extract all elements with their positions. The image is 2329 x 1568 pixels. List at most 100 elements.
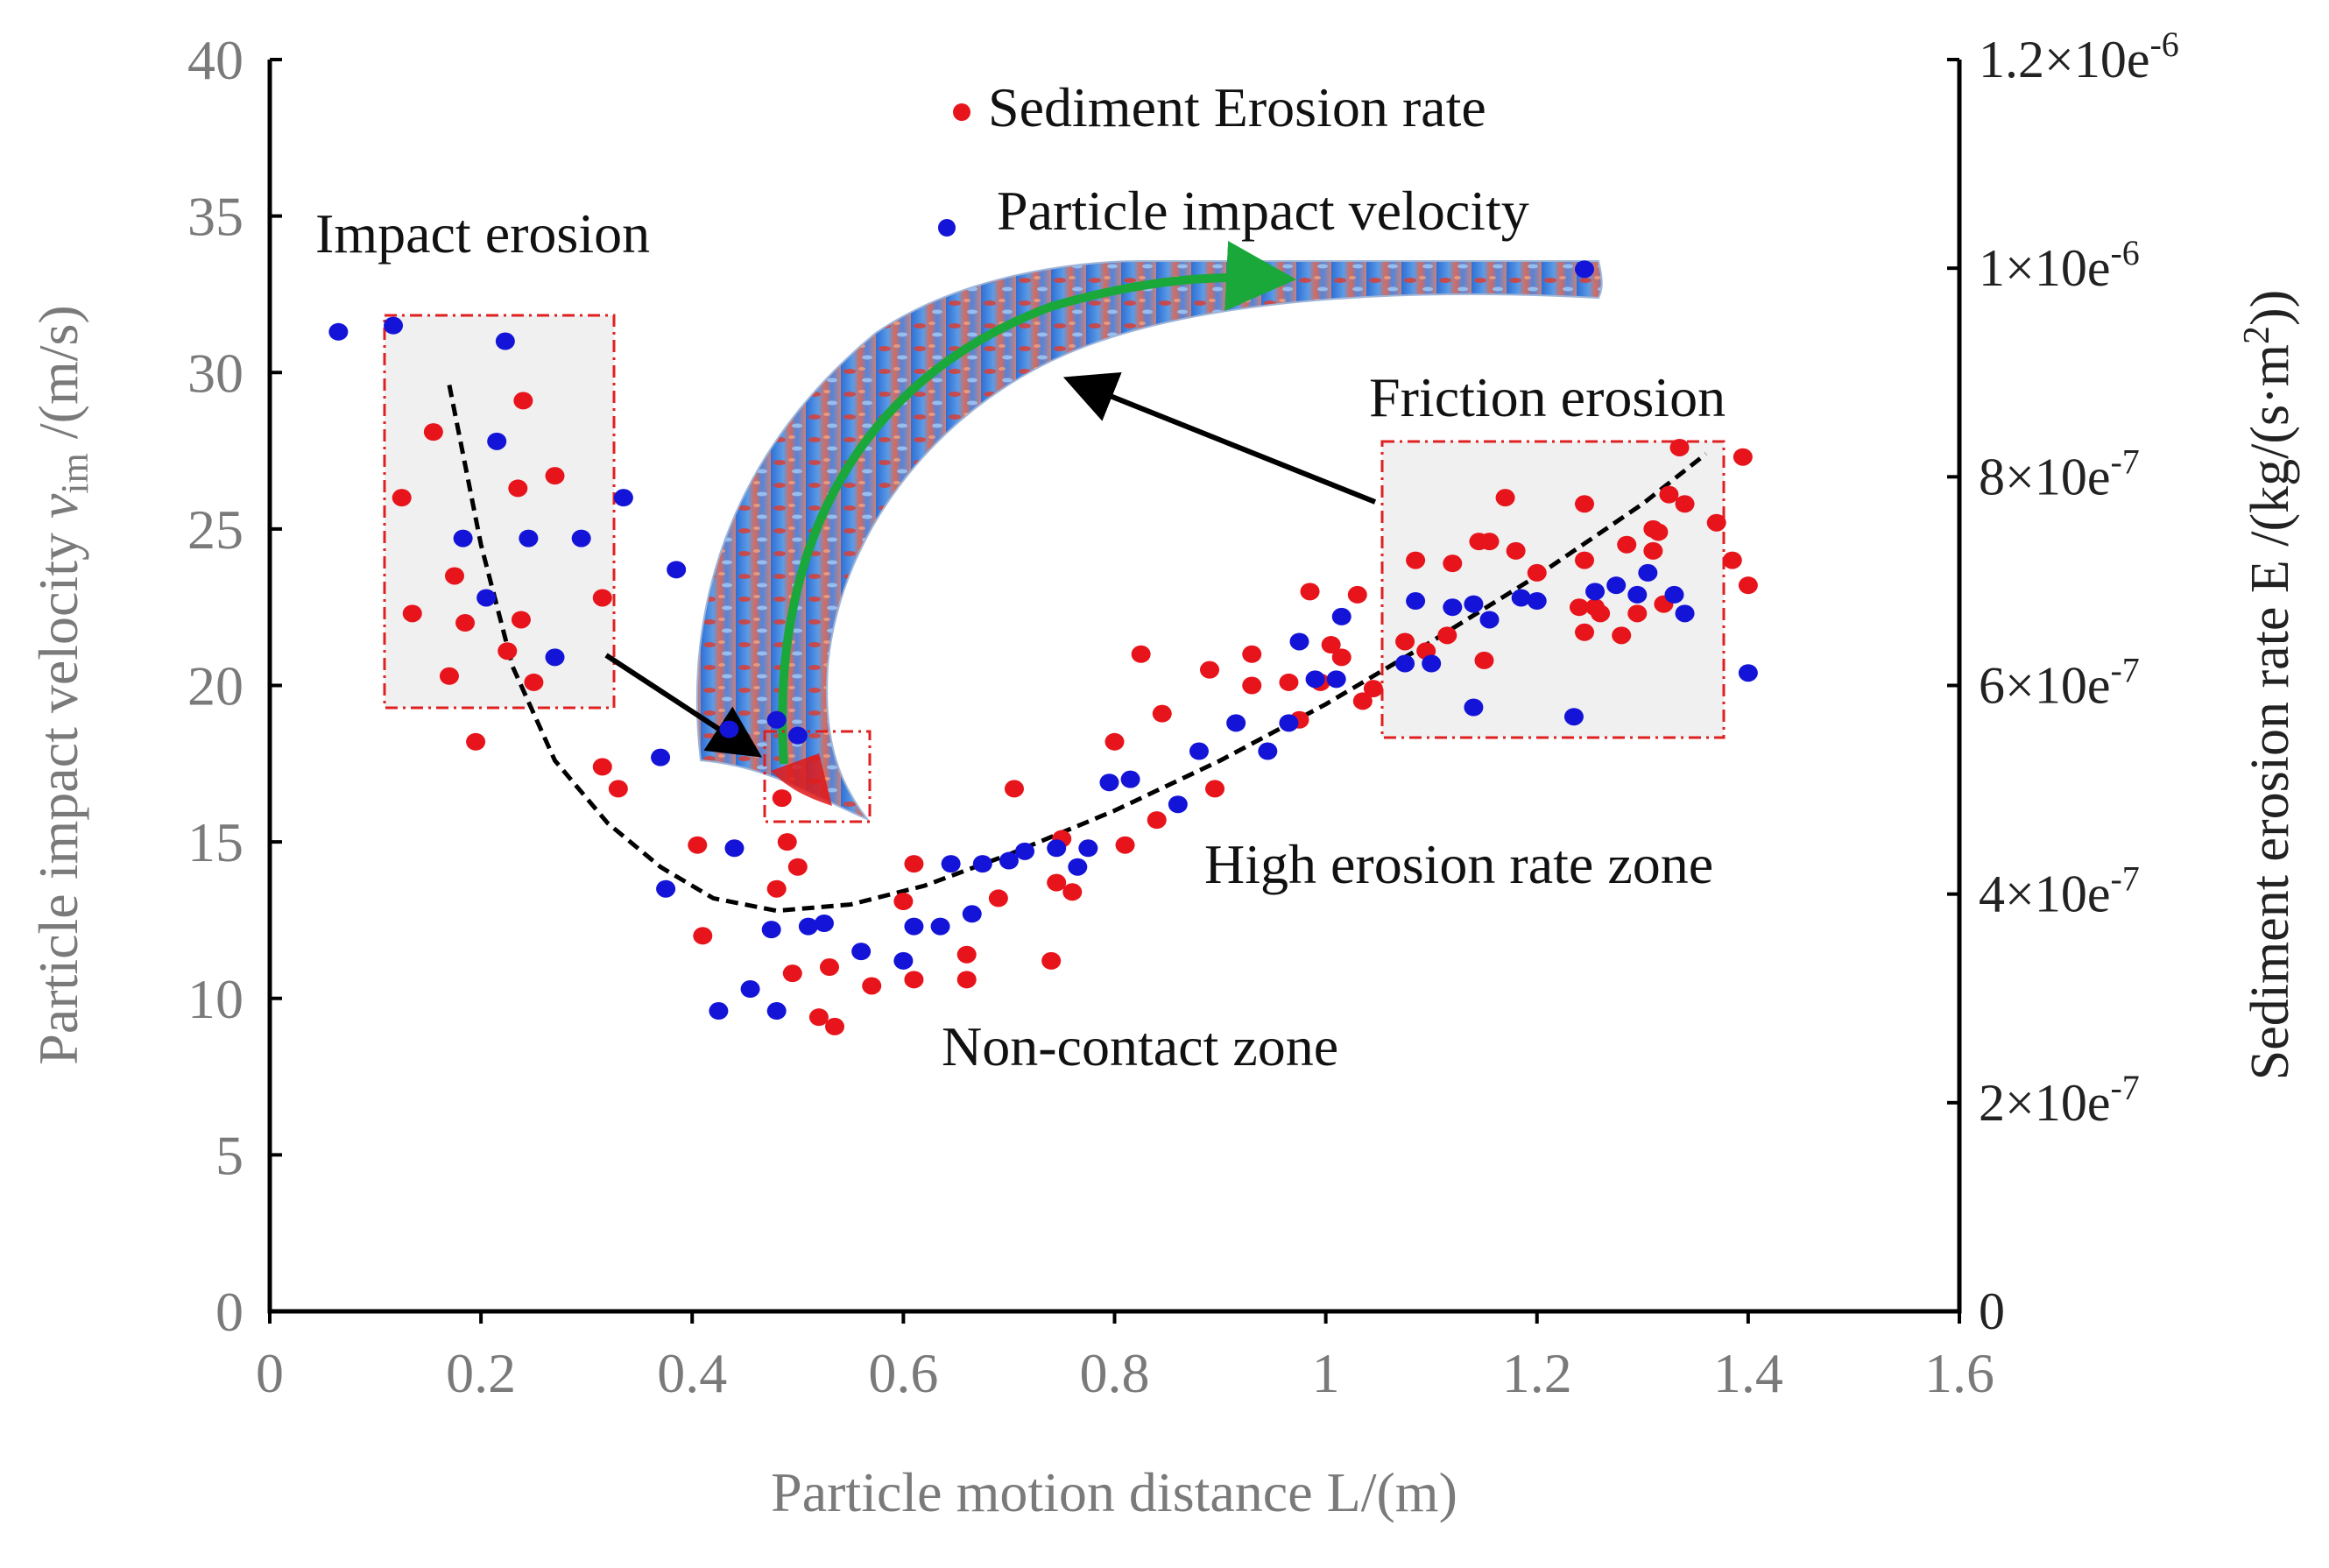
tick-marks <box>268 58 1961 1324</box>
erosion-rate-point <box>1659 485 1679 504</box>
erosion-rate-point <box>787 858 808 876</box>
erosion-rate-point <box>1047 873 1067 892</box>
annotation-high-erosion: High erosion rate zone <box>1204 833 1713 895</box>
erosion-rate-point <box>1321 636 1341 654</box>
erosion-rate-point <box>1437 626 1457 645</box>
impact-velocity-point <box>962 905 982 923</box>
erosion-rate-point <box>439 667 459 685</box>
erosion-rate-point <box>1406 551 1426 569</box>
impact-velocity-point <box>1464 595 1484 613</box>
tick-labels: 0 0.2 0.4 0.6 0.8 1 1.2 1.4 1.605101520253035400… <box>187 25 2179 1404</box>
erosion-rate-point <box>1575 495 1595 513</box>
impact-velocity-point <box>667 561 687 579</box>
erosion-rate-point <box>513 392 533 410</box>
erosion-rate-point <box>1575 623 1595 641</box>
legend-label-erosion: Sediment Erosion rate <box>988 76 1486 138</box>
erosion-rate-point <box>1506 541 1526 560</box>
impact-velocity-point <box>1326 670 1346 689</box>
erosion-rate-point <box>455 614 476 632</box>
erosion-rate-point <box>1152 704 1172 723</box>
impact-velocity-point <box>798 917 818 936</box>
impact-velocity-point <box>1047 839 1067 858</box>
impact-velocity-point <box>476 589 497 607</box>
erosion-rate-point <box>1669 438 1690 456</box>
impact-velocity-point <box>1585 583 1606 601</box>
impact-velocity-point <box>1738 664 1758 682</box>
erosion-rate-point <box>777 833 797 851</box>
impact-velocity-point <box>787 726 808 745</box>
impact-velocity-point <box>453 529 473 547</box>
erosion-rate-point <box>1474 651 1494 669</box>
erosion-rate-point <box>1643 541 1663 560</box>
x-tick-label: 1.6 <box>1924 1342 1994 1404</box>
impact-velocity-point <box>1563 708 1584 726</box>
impact-velocity-point <box>1226 714 1246 732</box>
impact-velocity-point <box>495 332 515 350</box>
impact-velocity-point <box>904 917 924 936</box>
pipe-hotspot <box>771 753 832 806</box>
impact-velocity-point <box>1443 598 1463 617</box>
impact-velocity-point <box>384 316 404 335</box>
impact-velocity-point <box>1099 773 1119 792</box>
erosion-rate-point <box>956 945 977 964</box>
high-erosion-box <box>763 730 872 823</box>
legend-marker-erosion <box>953 103 970 121</box>
erosion-rate-point <box>1352 692 1373 710</box>
erosion-rate-point <box>524 673 544 691</box>
y-tick-label: 30 <box>187 342 243 404</box>
erosion-rate-point <box>1200 660 1220 679</box>
erosion-rate-point <box>1575 551 1595 569</box>
erosion-rate-point <box>1395 632 1415 651</box>
erosion-rate-point <box>988 889 1008 908</box>
y-tick-label: 20 <box>187 655 243 717</box>
impact-velocity-point <box>613 489 633 507</box>
erosion-rate-point <box>392 489 412 507</box>
legend: Sediment Erosion rate Particle impact ve… <box>938 76 1529 242</box>
erosion-rate-point <box>466 732 486 751</box>
y2-tick-label: 0 <box>1979 1282 2005 1340</box>
erosion-rate-point <box>1004 780 1024 798</box>
erosion-rate-point <box>608 780 628 798</box>
x-tick-label: 1.4 <box>1713 1342 1783 1404</box>
erosion-rate-point <box>782 964 802 983</box>
annotation-non-contact: Non-contact zone <box>942 1015 1338 1077</box>
impact-velocity-point <box>1627 585 1648 604</box>
x-tick-label: 0.2 <box>446 1342 516 1404</box>
impact-velocity-point <box>740 980 760 999</box>
erosion-rate-point <box>1675 495 1695 513</box>
impact-velocity-point <box>761 921 781 939</box>
y2-axis-title: Sediment erosion rate E /(kg/(s·m2)) <box>2237 290 2300 1081</box>
y-axis-title: Particle impact velocity vim /(m/s) <box>27 305 96 1065</box>
erosion-rate-point <box>1527 563 1547 582</box>
y2-tick-label: 4×10e-7 <box>1979 859 2140 923</box>
green-flow-arrow <box>778 241 1296 765</box>
y2-tick-label: 1.2×10e-6 <box>1979 25 2179 88</box>
erosion-rate-point <box>1147 811 1167 830</box>
impact-velocity-point <box>1664 585 1684 604</box>
impact-velocity-point <box>1305 670 1325 689</box>
impact-velocity-point <box>766 1002 787 1021</box>
x-axis-title: Particle motion distance L/(m) <box>771 1461 1457 1523</box>
x-tick-label: 0.4 <box>657 1342 727 1404</box>
erosion-rate-point <box>766 879 787 898</box>
impact-velocity-point <box>1120 770 1140 788</box>
erosion-rate-point <box>511 611 531 629</box>
impact-velocity-point <box>1406 592 1426 611</box>
erosion-rate-point <box>1131 645 1151 663</box>
impact-velocity-point <box>1258 742 1278 760</box>
erosion-rate-point <box>893 893 914 911</box>
impact-velocity-point <box>930 917 950 936</box>
erosion-rate-point <box>545 467 565 485</box>
erosion-rate-point <box>1443 554 1463 573</box>
impact-velocity-point <box>766 710 787 729</box>
erosion-rate-point <box>423 423 443 441</box>
impact-velocity-point <box>1606 576 1627 595</box>
erosion-rate-point <box>444 567 464 585</box>
impact-velocity-point <box>1422 654 1442 673</box>
legend-label-velocity: Particle impact velocity <box>997 180 1529 242</box>
impact-velocity-point <box>851 943 872 961</box>
erosion-rate-point <box>1706 513 1726 532</box>
y2-tick-label: 6×10e-7 <box>1979 651 2140 715</box>
erosion-rate-point <box>1331 648 1352 667</box>
x-tick-label: 0.6 <box>868 1342 938 1404</box>
